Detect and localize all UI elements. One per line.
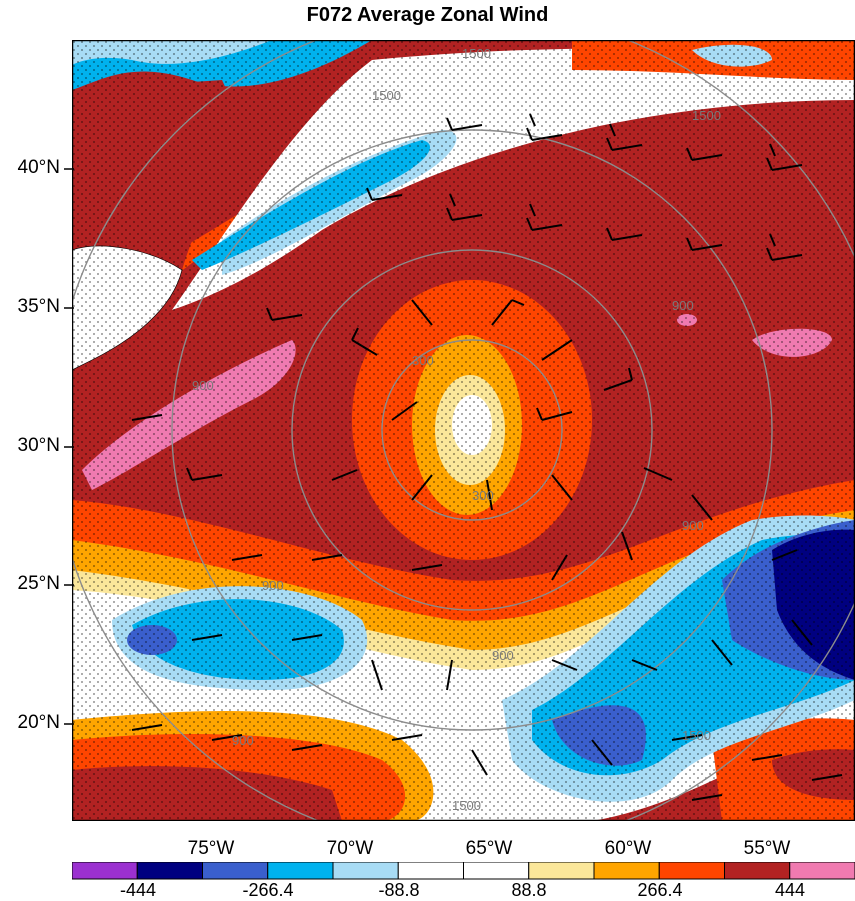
colorbar-label: 266.4	[637, 880, 683, 900]
lat-label-30: 30°N	[17, 435, 60, 456]
lat-label-20: 20°N	[17, 712, 60, 733]
lon-label-55: 55°W	[743, 838, 791, 859]
contour-label: 900	[492, 648, 514, 663]
colorbar-label: -444	[119, 880, 157, 900]
lat-label-25: 25°N	[17, 573, 60, 594]
lon-label-70: 70°W	[326, 838, 374, 859]
colorbar-swatch	[593, 862, 660, 880]
contour-label: 1500	[372, 88, 401, 103]
wind-barbs	[131, 113, 843, 801]
contour-label: 300	[412, 353, 434, 368]
contour-label: 1500	[452, 798, 481, 813]
wind-map: 1500 1500 1500 900 900 900 900 900 300 3…	[72, 40, 855, 821]
colorbar-swatch	[72, 862, 138, 880]
colorbar-swatch	[332, 862, 399, 880]
colorbar-label: 444	[774, 880, 806, 900]
colorbar-swatch	[789, 862, 855, 880]
contour-label: 900	[262, 578, 284, 593]
lat-label-35: 35°N	[17, 296, 60, 317]
colorbar	[72, 862, 855, 880]
contour-label: 900	[192, 378, 214, 393]
contour-label: 1500	[462, 46, 491, 61]
lat-label-40: 40°N	[17, 157, 60, 178]
colorbar-swatch	[202, 862, 269, 880]
lon-label-60: 60°W	[604, 838, 652, 859]
colorbar-label: -266.4	[242, 880, 294, 900]
contour-label: 300	[472, 488, 494, 503]
lon-label-75: 75°W	[187, 838, 235, 859]
colorbar-swatch	[463, 862, 530, 880]
colorbar-label: -88.8	[378, 880, 420, 900]
colorbar-swatch	[397, 862, 464, 880]
lon-label-65: 65°W	[465, 838, 513, 859]
contour-label: 900	[672, 298, 694, 313]
colorbar-swatch	[528, 862, 595, 880]
colorbar-swatch	[658, 862, 725, 880]
colorbar-swatch	[136, 862, 203, 880]
lat-ticks	[64, 168, 74, 725]
colorbar-swatch	[267, 862, 334, 880]
map-title: F072 Average Zonal Wind	[306, 4, 549, 26]
contour-label: 1500	[692, 108, 721, 123]
contour-label: 1500	[682, 728, 711, 743]
contour-label: 900	[682, 518, 704, 533]
colorbar-label: 88.8	[511, 880, 547, 900]
colorbar-swatch	[724, 862, 791, 880]
contour-label: 900	[232, 733, 254, 748]
